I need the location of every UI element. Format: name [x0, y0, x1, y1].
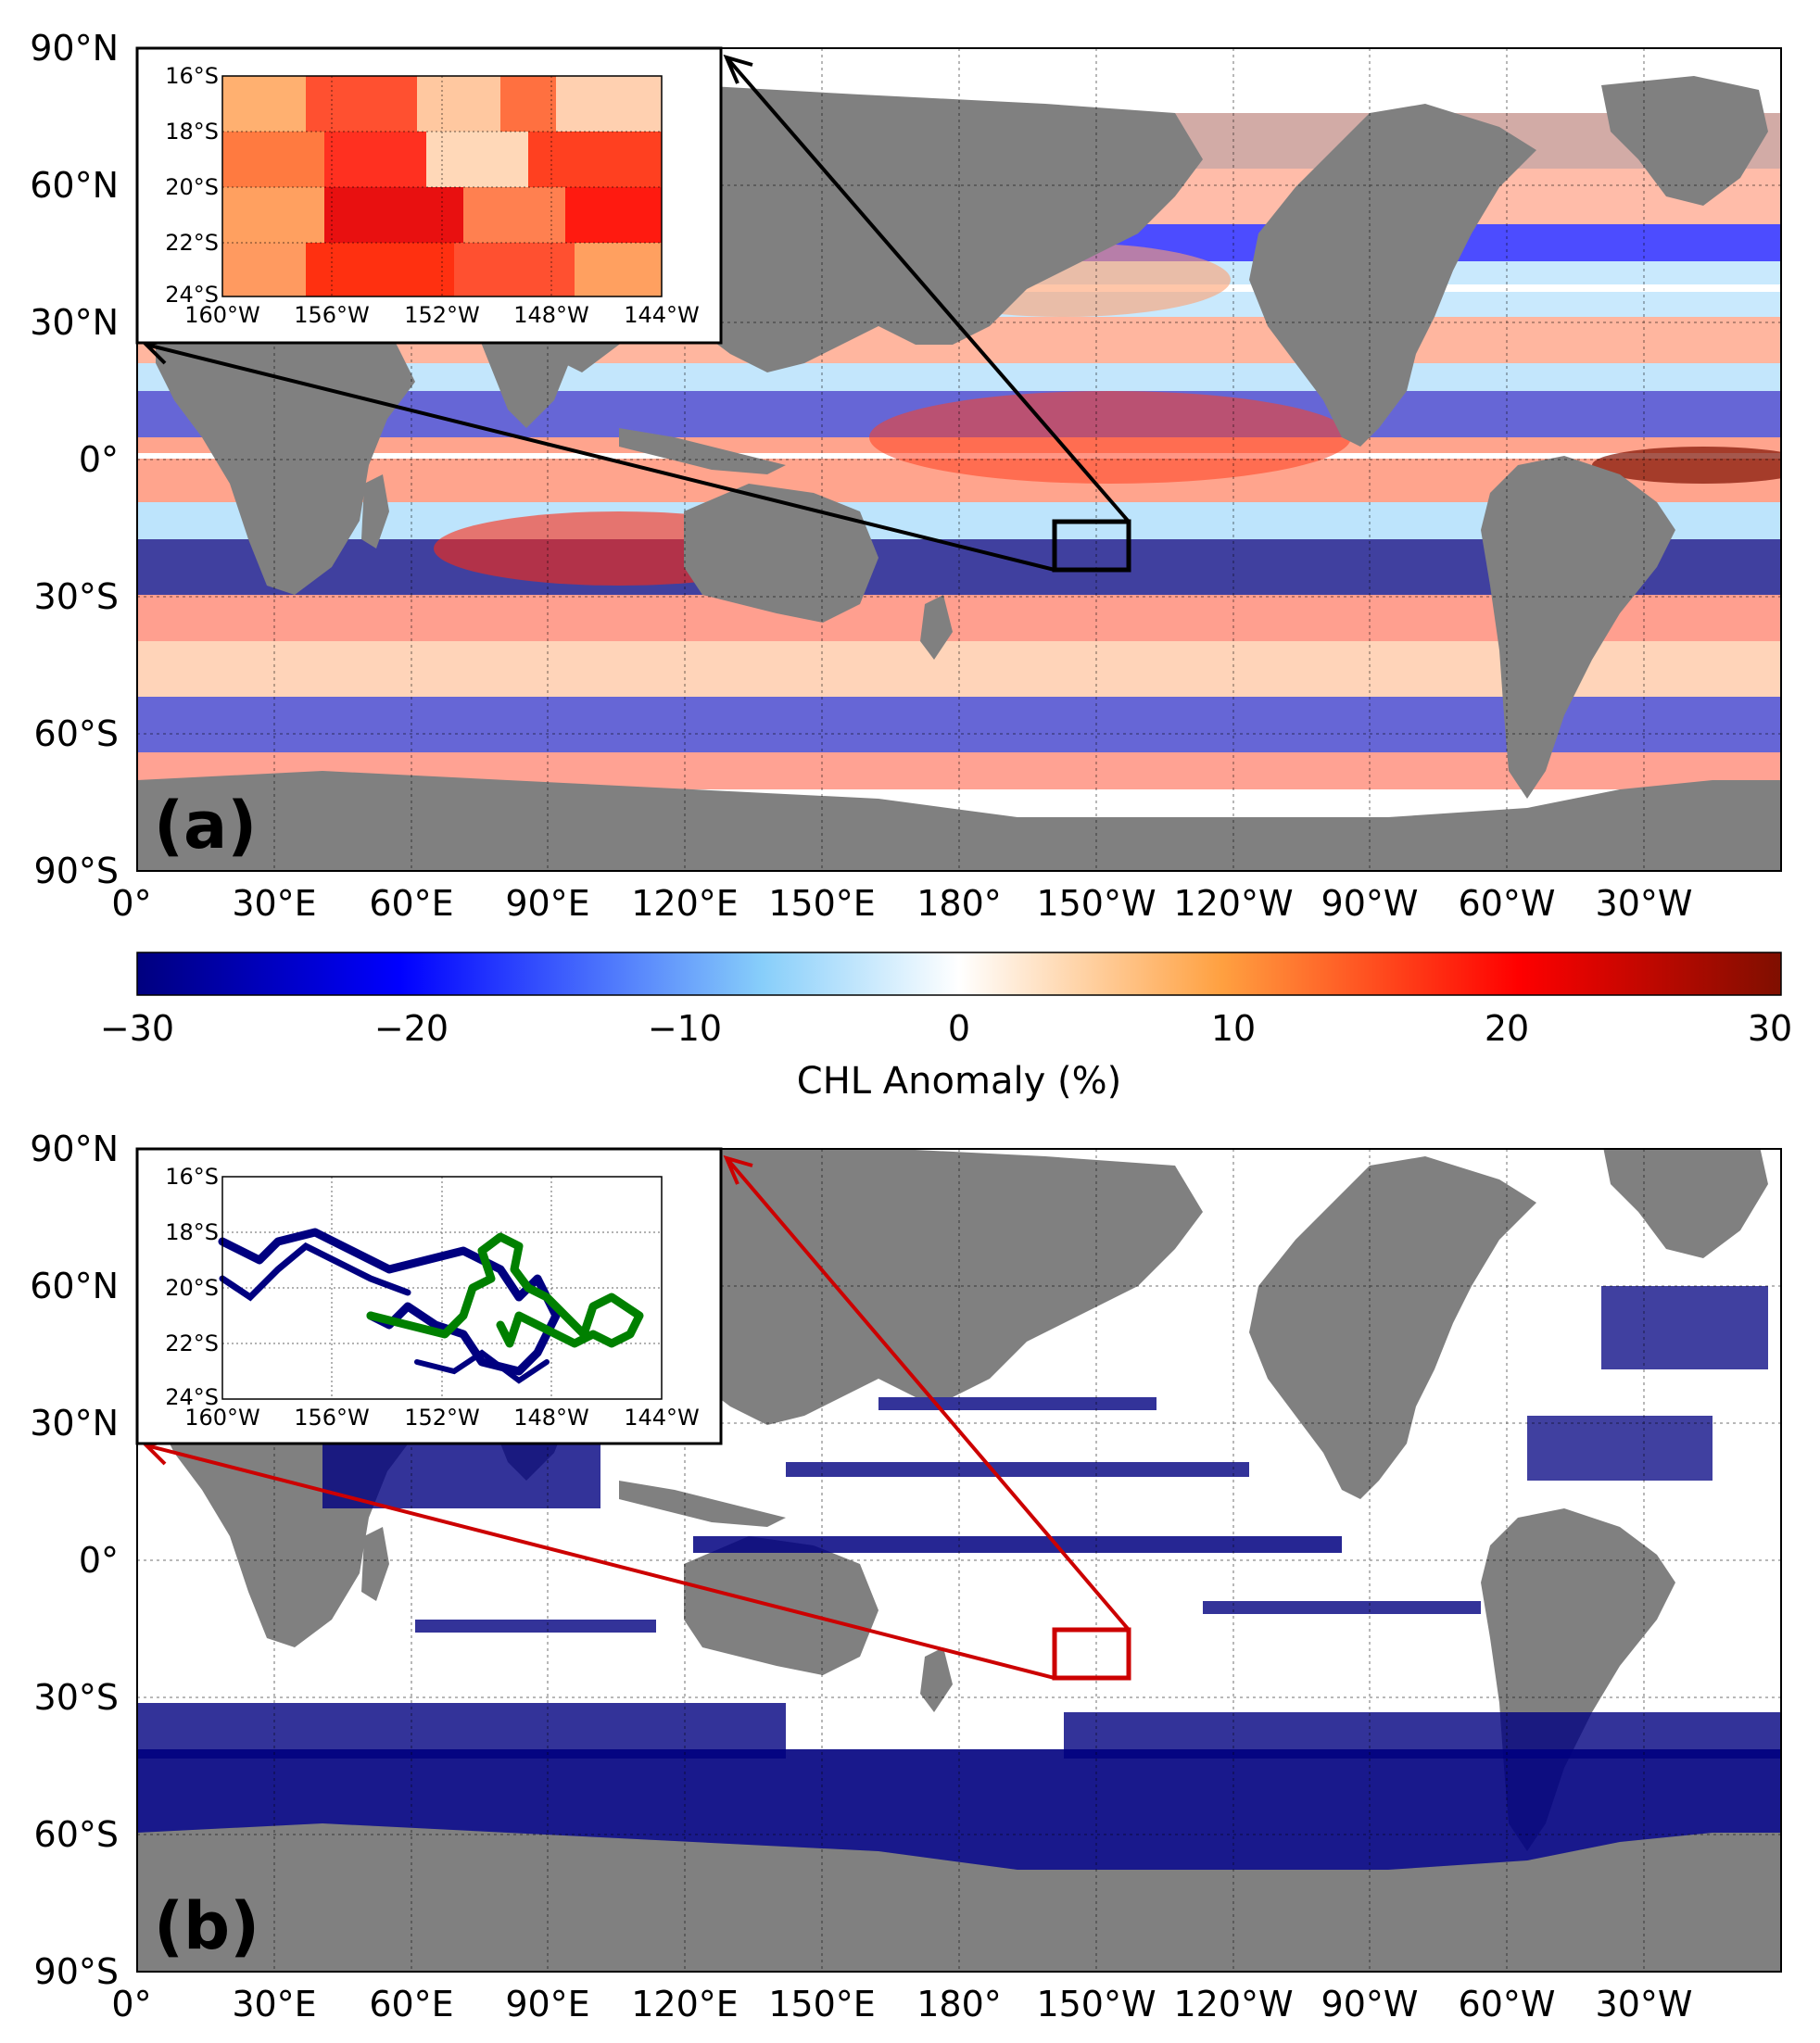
panel-a-lat-tick-2: 30°N	[30, 302, 119, 343]
colorbar-tick-4: 10	[1211, 1008, 1256, 1049]
panel-a-lon-tick-2: 60°E	[369, 883, 453, 924]
panel-a-zoom-line-bottom	[145, 343, 1055, 572]
panel-a-lat-tick-4: 30°S	[34, 576, 119, 617]
panel-b-lat-tick-1: 60°N	[30, 1266, 119, 1306]
panel-b-inset-lat-3: 22°S	[165, 1330, 219, 1356]
panel-b: 16°S 18°S 20°S 22°S 24°S 160°W 156°W 152…	[30, 1129, 1782, 2024]
panel-a-inset-lon-0: 160°W	[184, 302, 260, 328]
panel-a-lon-tick-1: 30°E	[232, 883, 316, 924]
panel-a-lat-tick-3: 0°	[79, 439, 119, 480]
panel-b-lon-tick-5: 150°E	[768, 1984, 876, 2024]
panel-b-lon-tick-7: 150°W	[1036, 1984, 1156, 2024]
panel-a-lon-tick-3: 90°E	[505, 883, 589, 924]
colorbar-tick-0: −30	[100, 1008, 174, 1049]
panel-b-inset-lon-2: 152°W	[404, 1405, 480, 1431]
panel-a-lon-tick-8: 120°W	[1173, 883, 1293, 924]
panel-a-inset-heatmap	[222, 76, 662, 296]
panel-a-zoom-line-top	[725, 56, 1131, 523]
panel-b-inset-lat-0: 16°S	[165, 1164, 219, 1190]
panel-b-inset-lat-2: 20°S	[165, 1275, 219, 1301]
colorbar-tick-2: −10	[648, 1008, 722, 1049]
panel-b-lat-tick-2: 30°N	[30, 1403, 119, 1444]
panel-b-inset-lat-4: 24°S	[165, 1384, 219, 1410]
panel-a: 16°S 18°S 20°S 22°S 24°S 160°W 156°W 152…	[30, 28, 1782, 924]
panel-a-inset-lon-1: 156°W	[294, 302, 370, 328]
panel-a-inset-lat-1: 18°S	[165, 119, 219, 145]
panel-a-label: (a)	[154, 788, 257, 864]
colorbar-tick-5: 20	[1485, 1008, 1529, 1049]
panel-b-lon-tick-11: 30°W	[1596, 1984, 1693, 2024]
panel-a-lon-tick-7: 150°W	[1036, 883, 1156, 924]
panel-b-lon-tick-3: 90°E	[505, 1984, 589, 2024]
panel-a-lon-tick-6: 180°	[916, 883, 1002, 924]
panel-b-lat-tick-3: 0°	[79, 1540, 119, 1581]
panel-b-zoom-line-bottom	[145, 1444, 1055, 1680]
panel-b-lon-tick-1: 30°E	[232, 1984, 316, 2024]
panel-a-inset-lon-4: 144°W	[624, 302, 700, 328]
panel-b-inset-lon-1: 156°W	[294, 1405, 370, 1431]
panel-b-lon-tick-8: 120°W	[1173, 1984, 1293, 2024]
colorbar-tick-1: −20	[374, 1008, 449, 1049]
panel-a-inset-lon-3: 148°W	[513, 302, 589, 328]
colorbar-label: CHL Anomaly (%)	[797, 1060, 1121, 1103]
panel-a-lat-tick-6: 90°S	[34, 851, 119, 891]
panel-a-region-box	[1052, 519, 1131, 573]
colorbar-tick-3: 0	[948, 1008, 970, 1049]
panel-a-inset-lat-3: 22°S	[165, 230, 219, 256]
panel-a-lat-ticks: 90°N 60°N 30°N 0° 30°S 60°S 90°S	[30, 28, 119, 891]
panel-b-inset-lon-0: 160°W	[184, 1405, 260, 1431]
panel-b-label: (b)	[154, 1888, 259, 1964]
panel-b-lat-tick-0: 90°N	[30, 1129, 119, 1169]
panel-a-lon-tick-0: 0°	[111, 883, 151, 924]
inset-green-track	[366, 1232, 644, 1348]
panel-a-lat-tick-5: 60°S	[34, 713, 119, 754]
panel-b-lat-ticks: 90°N 60°N 30°N 0° 30°S 60°S 90°S	[30, 1129, 119, 1992]
panel-a-inset-lon-2: 152°W	[404, 302, 480, 328]
colorbar-tick-6: 30	[1748, 1008, 1792, 1049]
panel-b-lon-tick-9: 90°W	[1321, 1984, 1419, 2024]
panel-b-lat-tick-4: 30°S	[34, 1677, 119, 1718]
panel-b-lon-tick-4: 120°E	[631, 1984, 739, 2024]
panel-b-lon-tick-0: 0°	[111, 1984, 151, 2024]
panel-b-region-box	[1052, 1627, 1131, 1681]
panel-b-lon-tick-6: 180°	[916, 1984, 1002, 2024]
panel-b-zoom-line-top	[725, 1156, 1131, 1632]
panel-b-lon-ticks: 0° 30°E 60°E 90°E 120°E 150°E 180° 150°W…	[111, 1984, 1692, 2024]
colorbar: −30 −20 −10 0 10 20 30 CHL Anomaly (%)	[100, 952, 1792, 1103]
colorbar-gradient	[136, 952, 1782, 996]
panel-b-inset-lon-3: 148°W	[513, 1405, 589, 1431]
panel-b-inset-lat-1: 18°S	[165, 1219, 219, 1245]
panel-a-inset: 16°S 18°S 20°S 22°S 24°S 160°W 156°W 152…	[135, 46, 723, 345]
panel-a-inset-lat-4: 24°S	[165, 282, 219, 308]
panel-a-lat-tick-1: 60°N	[30, 165, 119, 206]
panel-a-inset-lat-2: 20°S	[165, 174, 219, 200]
panel-a-lat-tick-0: 90°N	[30, 28, 119, 69]
panel-a-lon-tick-9: 90°W	[1321, 883, 1419, 924]
panel-a-lon-tick-11: 30°W	[1596, 883, 1693, 924]
panel-b-inset-lon-4: 144°W	[624, 1405, 700, 1431]
panel-a-lon-ticks: 0° 30°E 60°E 90°E 120°E 150°E 180° 150°W…	[111, 883, 1692, 924]
panel-b-lon-tick-2: 60°E	[369, 1984, 453, 2024]
panel-b-lat-tick-6: 90°S	[34, 1951, 119, 1992]
panel-b-lat-tick-5: 60°S	[34, 1814, 119, 1855]
panel-a-inset-lat-0: 16°S	[165, 63, 219, 89]
panel-a-lon-tick-5: 150°E	[768, 883, 876, 924]
panel-a-lon-tick-10: 60°W	[1459, 883, 1556, 924]
panel-b-lon-tick-10: 60°W	[1459, 1984, 1556, 2024]
panel-b-inset: 16°S 18°S 20°S 22°S 24°S 160°W 156°W 152…	[135, 1147, 723, 1445]
panel-a-lon-tick-4: 120°E	[631, 883, 739, 924]
